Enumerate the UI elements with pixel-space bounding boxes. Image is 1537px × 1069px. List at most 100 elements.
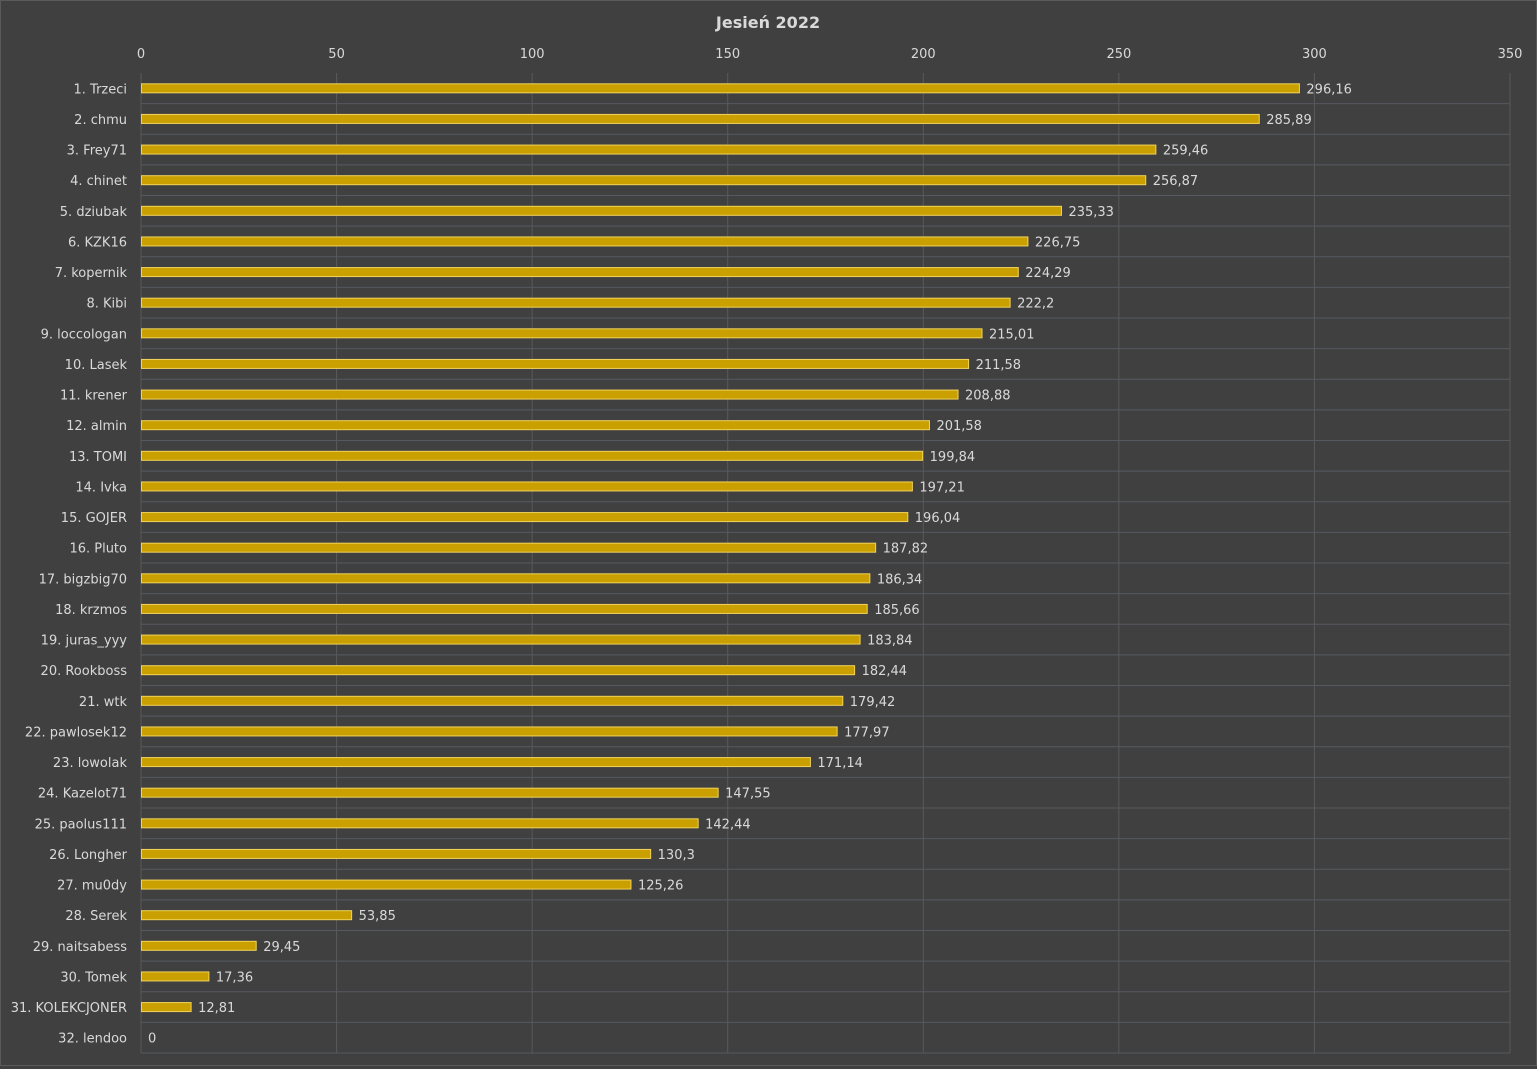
bar [141,236,1029,247]
category-label: 20. Rookboss [41,664,128,679]
gridlines [140,73,1511,1054]
category-label: 9. loccologan [41,327,127,342]
category-label: 21. wtk [79,695,128,710]
bar [141,848,652,859]
value-label: 142,44 [705,817,751,832]
category-label: 6. KZK16 [68,235,127,250]
category-label: 17. bigzbig70 [39,572,127,587]
category-label: 31. KOLEKCJONER [11,1001,127,1016]
x-tick-label: 350 [1498,47,1523,62]
bar [141,818,699,829]
bar [141,175,1147,186]
value-label: 183,84 [867,634,913,649]
bar [141,297,1011,308]
category-label: 24. Kazelot71 [38,787,127,802]
category-label: 15. GOJER [61,511,127,526]
category-label: 26. Longher [49,848,128,863]
value-label: 53,85 [359,909,396,924]
value-label: 196,04 [915,511,961,526]
category-label: 30. Tomek [60,970,127,985]
value-label: 186,34 [877,572,923,587]
bar [141,665,856,676]
chart-title: Jesień 2022 [715,13,820,32]
bar [141,358,970,369]
category-label: 7. kopernik [55,266,128,281]
category-label: 2. chmu [74,113,127,128]
value-label: 182,44 [862,664,908,679]
value-label: 17,36 [216,970,253,985]
category-label: 19. juras_yyy [41,634,128,649]
value-label: 199,84 [930,450,976,465]
category-label: 10. Lasek [65,358,128,373]
bar [141,113,1260,124]
value-label: 185,66 [874,603,920,618]
category-label: 5. dziubak [60,205,128,220]
category-label: 16. Pluto [69,542,127,557]
category-label: 27. mu0dy [57,879,127,894]
value-label: 215,01 [989,327,1035,342]
value-label: 187,82 [883,542,929,557]
value-label: 208,88 [965,389,1011,404]
category-label: 12. almin [66,419,127,434]
bar [141,389,959,400]
value-label: 125,26 [638,879,684,894]
category-label: 32. lendoo [58,1032,127,1047]
bar [141,573,871,584]
bar [141,481,913,492]
bar [141,328,983,339]
category-label: 18. krzmos [55,603,127,618]
category-label: 1. Trzeci [74,82,128,97]
value-label: 256,87 [1153,174,1199,189]
value-label: 177,97 [844,725,890,740]
x-tick-label: 300 [1302,47,1327,62]
bar [141,512,909,523]
value-label: 235,33 [1068,205,1114,220]
value-label: 226,75 [1035,235,1081,250]
bars [141,83,1300,1013]
bar [141,144,1157,155]
bar [141,787,719,798]
value-label: 12,81 [198,1001,235,1016]
x-axis-ticks: 0 50 100 150 200 250 300 350 [137,47,1523,62]
category-label: 11. krener [60,389,128,404]
category-labels: 1. Trzeci 2. chmu 3. Frey71 4. chinet 5. dzi… [11,82,128,1046]
value-label: 0 [148,1032,156,1047]
bar [141,726,838,737]
x-tick-label: 0 [137,47,145,62]
value-label: 259,46 [1163,144,1209,159]
value-label: 224,29 [1025,266,1071,281]
category-label: 25. paolus111 [35,817,127,832]
value-label: 285,89 [1266,113,1312,128]
bar [141,634,861,645]
bar [141,205,1062,216]
bar [141,757,811,768]
bar [141,83,1300,94]
value-labels: 296,16 285,89 259,46 256,87 235,33 226,75 224,… [148,82,1352,1046]
value-label: 29,45 [263,940,300,955]
x-tick-label: 50 [328,47,345,62]
x-tick-label: 150 [715,47,740,62]
value-label: 179,42 [850,695,896,710]
category-label: 28. Serek [65,909,127,924]
bar [141,450,924,461]
category-label: 8. Kibi [86,297,127,312]
value-label: 201,58 [936,419,982,434]
value-label: 147,55 [725,787,771,802]
category-label: 23. lowolak [53,756,128,771]
bar [141,971,210,982]
value-label: 171,14 [817,756,863,771]
category-label: 14. Ivka [75,480,127,495]
category-label: 22. pawlosek12 [25,725,127,740]
value-label: 130,3 [658,848,695,863]
value-label: 197,21 [919,480,965,495]
bar [141,267,1019,278]
bar [141,879,632,890]
value-label: 222,2 [1017,297,1054,312]
bar [141,940,257,951]
category-label: 3. Frey71 [67,144,127,159]
value-label: 211,58 [976,358,1022,373]
x-tick-label: 200 [911,47,936,62]
category-label: 13. TOMI [69,450,127,465]
